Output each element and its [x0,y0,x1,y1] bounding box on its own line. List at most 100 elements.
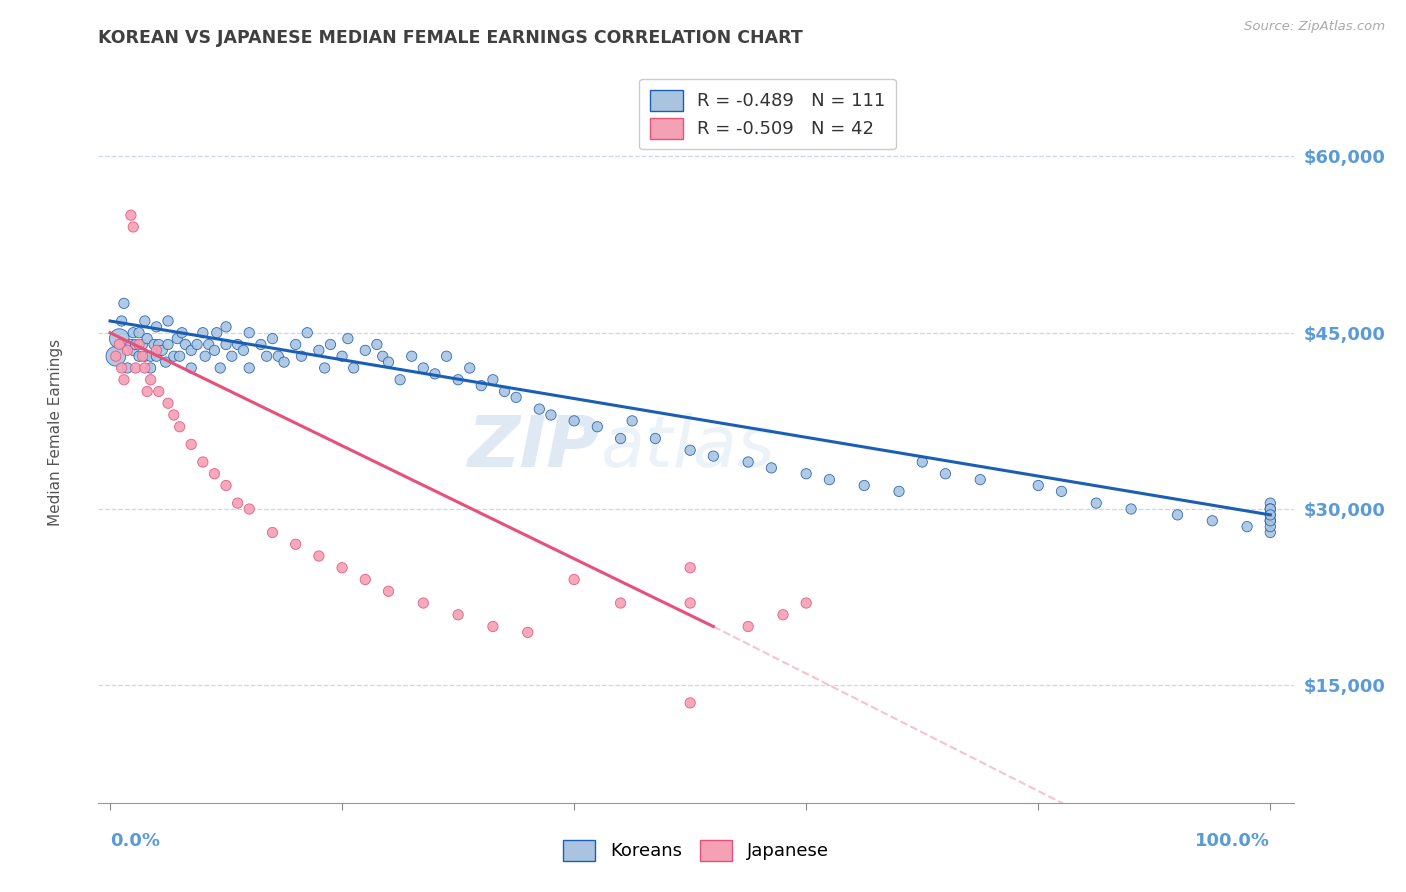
Point [969,473,991,487]
Point [1119,502,1142,516]
Point [314,361,336,376]
Point [267,349,290,363]
Point [290,349,312,363]
Point [377,584,399,599]
Point [423,367,446,381]
Point [131,349,153,363]
Point [679,561,702,575]
Point [371,349,394,363]
Point [679,696,702,710]
Point [191,326,214,340]
Point [308,549,330,563]
Point [104,349,127,363]
Point [238,361,260,376]
Point [139,373,162,387]
Point [155,355,177,369]
Point [401,349,423,363]
Point [238,502,260,516]
Point [297,326,319,340]
Point [308,343,330,358]
Point [157,314,180,328]
Point [120,337,142,351]
Point [180,343,202,358]
Point [354,343,377,358]
Point [818,473,841,487]
Point [366,337,388,351]
Point [139,361,162,376]
Point [1085,496,1108,510]
Point [482,373,505,387]
Point [205,326,228,340]
Point [250,337,273,351]
Y-axis label: Median Female Earnings: Median Female Earnings [48,339,63,526]
Legend: Koreans, Japanese: Koreans, Japanese [555,832,837,868]
Point [143,337,166,351]
Point [131,337,153,351]
Point [1258,502,1281,516]
Point [169,419,191,434]
Point [134,314,156,328]
Point [108,337,131,351]
Point [505,390,527,404]
Point [111,361,134,376]
Point [1026,478,1049,492]
Point [284,537,307,551]
Point [204,467,226,481]
Point [122,219,145,234]
Point [191,455,214,469]
Point [262,332,284,346]
Text: ZIP: ZIP [468,413,600,482]
Point [122,326,145,340]
Point [163,349,186,363]
Point [262,525,284,540]
Point [853,478,876,492]
Point [330,561,353,575]
Point [1258,508,1281,522]
Point [609,596,631,610]
Point [412,596,434,610]
Point [470,378,492,392]
Point [134,361,156,376]
Point [330,349,353,363]
Point [111,314,134,328]
Text: Source: ZipAtlas.com: Source: ZipAtlas.com [1244,20,1385,33]
Point [794,596,817,610]
Point [112,296,135,310]
Point [145,349,167,363]
Point [124,361,146,376]
Point [679,596,702,610]
Point [197,337,219,351]
Point [215,478,238,492]
Point [737,619,759,633]
Point [1258,514,1281,528]
Point [529,402,551,417]
Point [412,361,434,376]
Point [336,332,359,346]
Point [273,355,295,369]
Point [447,373,470,387]
Point [215,337,238,351]
Text: 0.0%: 0.0% [110,832,160,850]
Point [1258,525,1281,540]
Point [1050,484,1073,499]
Point [702,449,724,463]
Point [128,337,150,351]
Point [887,484,910,499]
Point [1258,502,1281,516]
Point [1236,519,1258,533]
Point [170,326,193,340]
Point [169,349,191,363]
Point [343,361,366,376]
Point [215,319,238,334]
Point [128,326,150,340]
Point [221,349,243,363]
Point [1201,514,1223,528]
Point [145,343,167,358]
Point [124,337,146,351]
Point [166,332,188,346]
Point [134,349,156,363]
Point [180,437,202,451]
Point [911,455,934,469]
Point [117,343,139,358]
Point [1166,508,1188,522]
